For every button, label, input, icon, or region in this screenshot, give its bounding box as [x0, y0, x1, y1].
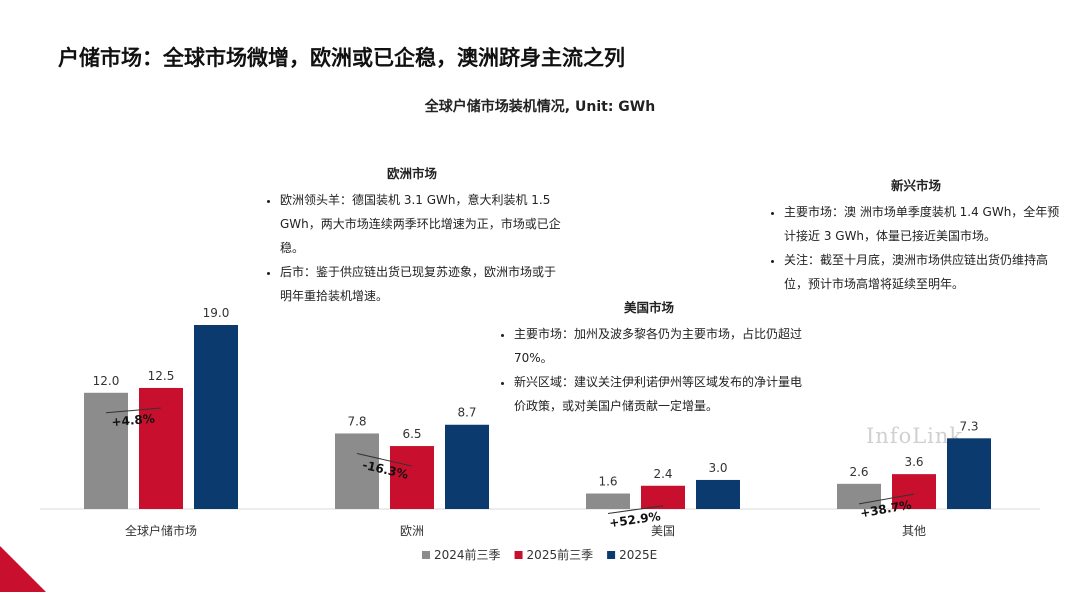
- chart-title: 全球户储市场装机情况, Unit: GWh: [424, 99, 656, 115]
- x-tick-label: 全球户储市场: [125, 523, 197, 538]
- europe-note-item: 后市：鉴于供应链出货已现复苏迹象，欧洲市场或于明年重拾装机增速。: [280, 260, 562, 308]
- bar: [194, 325, 238, 509]
- data-label: 3.0: [708, 461, 727, 475]
- data-label: 12.0: [93, 374, 120, 388]
- legend-label: 2025前三季: [527, 547, 594, 562]
- corner-decoration: [0, 546, 46, 592]
- bar: [586, 493, 630, 509]
- legend-label: 2025E: [619, 548, 657, 562]
- data-label: 8.7: [457, 406, 476, 420]
- growth-label: +4.8%: [111, 412, 155, 430]
- x-tick-label: 欧洲: [400, 524, 424, 538]
- usa-note-item: 新兴区域：建议关注伊利诺伊州等区域发布的净计量电价政策，或对美国户储贡献一定增量…: [514, 370, 802, 418]
- growth-arrow: [858, 493, 915, 505]
- europe-note: 欧洲市场 欧洲领头羊：德国装机 3.1 GWh，意大利装机 1.5 GWh，两大…: [262, 162, 562, 308]
- usa-note-heading: 美国市场: [623, 300, 674, 315]
- emerging-note: 新兴市场 主要市场：澳 洲市场单季度装机 1.4 GWh，全年预计接近 3 GW…: [766, 174, 1066, 296]
- bar: [390, 446, 434, 509]
- bar: [696, 479, 740, 509]
- growth-arrow: [607, 505, 664, 515]
- usa-note: 美国市场 主要市场：加州及波多黎各仍为主要市场，占比仍超过 70%。 新兴区域：…: [496, 296, 802, 418]
- data-label: 1.6: [598, 475, 617, 489]
- emerging-note-item: 关注：截至十月底，澳洲市场供应链出货仍维持高位，预计市场高增将延续至明年。: [784, 248, 1066, 296]
- bar: [139, 387, 183, 509]
- bar: [892, 474, 936, 509]
- emerging-note-item: 主要市场：澳 洲市场单季度装机 1.4 GWh，全年预计接近 3 GWh，体量已…: [784, 200, 1066, 248]
- legend-swatch: [422, 551, 430, 559]
- bar: [837, 483, 881, 509]
- data-label: 3.6: [904, 455, 923, 469]
- data-label: 12.5: [148, 369, 175, 383]
- emerging-note-heading: 新兴市场: [890, 178, 941, 193]
- page-title: 户储市场：全球市场微增，欧洲或已企稳，澳洲跻身主流之列: [58, 46, 625, 70]
- data-label: 2.6: [849, 465, 868, 479]
- usa-note-item: 主要市场：加州及波多黎各仍为主要市场，占比仍超过 70%。: [514, 322, 802, 370]
- legend-swatch: [607, 551, 616, 559]
- bar: [335, 433, 379, 509]
- growth-arrow: [356, 452, 413, 467]
- data-label: 7.3: [959, 419, 978, 433]
- bar: [84, 392, 128, 509]
- growth-arrow: [105, 407, 162, 414]
- europe-note-heading: 欧洲市场: [386, 166, 437, 181]
- bar: [641, 485, 685, 509]
- legend-label: 2024前三季: [434, 547, 501, 562]
- legend-swatch: [514, 551, 523, 559]
- data-label: 6.5: [402, 427, 421, 441]
- x-tick-label: 其他: [902, 524, 926, 538]
- bar: [445, 424, 489, 509]
- bar: [947, 438, 991, 509]
- data-label: 2.4: [653, 467, 672, 481]
- watermark-logo: InfoLink: [866, 424, 964, 448]
- data-label: 7.8: [347, 414, 366, 428]
- data-label: 19.0: [203, 306, 230, 320]
- europe-note-item: 欧洲领头羊：德国装机 3.1 GWh，意大利装机 1.5 GWh，两大市场连续两…: [280, 188, 562, 260]
- x-tick-label: 美国: [651, 524, 675, 538]
